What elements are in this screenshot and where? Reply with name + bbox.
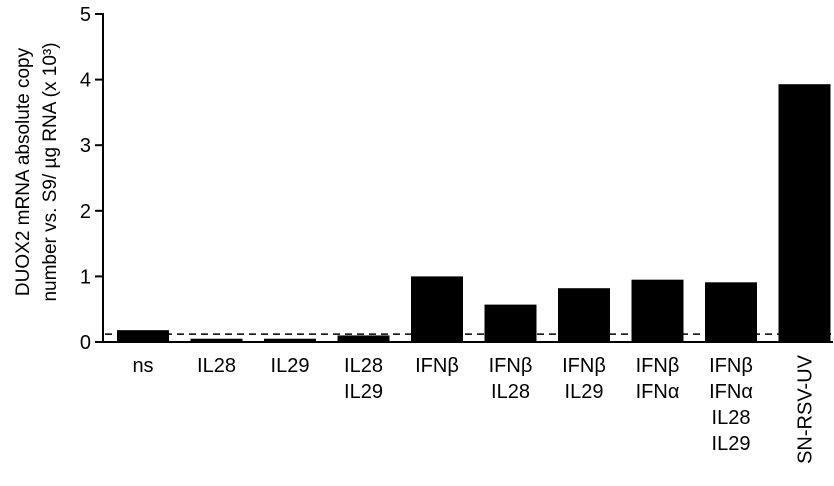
x-category-label-line: IL29	[271, 355, 310, 377]
bar	[778, 84, 831, 342]
x-category-label-line: ns	[132, 355, 153, 377]
bar	[337, 335, 390, 342]
x-category-label: ns	[132, 355, 153, 377]
bar	[631, 279, 684, 342]
x-category-label-line: IL28	[344, 355, 383, 377]
y-tick-label: 0	[80, 332, 91, 354]
x-category-label: IL28 IL29	[344, 355, 383, 403]
x-category-label: IFNβ IFNα	[636, 355, 680, 403]
y-axis-label: DUOX2 mRNA absolute copy number vs. S9/ µ…	[13, 42, 61, 301]
x-category-label: IFNβ IFNα IL28 IL29	[709, 355, 753, 455]
y-axis-label-line: number vs. S9/ µg RNA (x 10³)	[40, 42, 61, 301]
x-category-label-line: IL28	[197, 355, 236, 377]
x-category-label: IL29	[271, 355, 310, 377]
x-category-label-line: IL29	[344, 381, 383, 403]
x-category-label-line: IFNβ	[489, 355, 533, 377]
x-category-label-line: IL29	[565, 381, 604, 403]
x-category-label-line: IL28	[491, 381, 530, 403]
x-category-label-line: IFNβ	[709, 355, 753, 377]
bars	[117, 84, 831, 342]
bar	[484, 304, 537, 342]
y-tick-label: 3	[80, 135, 91, 157]
x-category-label-line: IL29	[712, 433, 751, 455]
bar	[264, 338, 316, 342]
x-category-label-line: IFNβ	[636, 355, 680, 377]
x-category-label: IFNβ IL29	[562, 355, 606, 403]
x-category-label-line: IL28	[712, 407, 751, 429]
x-category-label: IFNβ IL28	[489, 355, 533, 403]
y-axis: 0 1 2 3 4 5	[80, 4, 104, 354]
y-tick-label: 5	[80, 4, 91, 26]
bar	[190, 338, 243, 342]
y-tick-label: 2	[80, 201, 91, 223]
x-category-label-line: IFNα	[636, 381, 680, 403]
y-axis-label-line: DUOX2 mRNA absolute copy	[13, 47, 34, 296]
x-category-label-line: IFNβ	[415, 355, 459, 377]
bar	[117, 330, 169, 342]
x-category-label: IL28	[197, 355, 236, 377]
x-category-label: IFNβ	[415, 355, 459, 377]
bar	[558, 288, 610, 342]
bar	[705, 282, 757, 342]
x-category-label-line: IFNβ	[562, 355, 606, 377]
x-category-label: SN-RSV-UV	[795, 354, 817, 464]
y-tick-label: 1	[80, 266, 91, 288]
y-tick-label: 4	[80, 70, 91, 92]
bar	[411, 276, 463, 342]
x-category-label-line: IFNα	[709, 381, 753, 403]
